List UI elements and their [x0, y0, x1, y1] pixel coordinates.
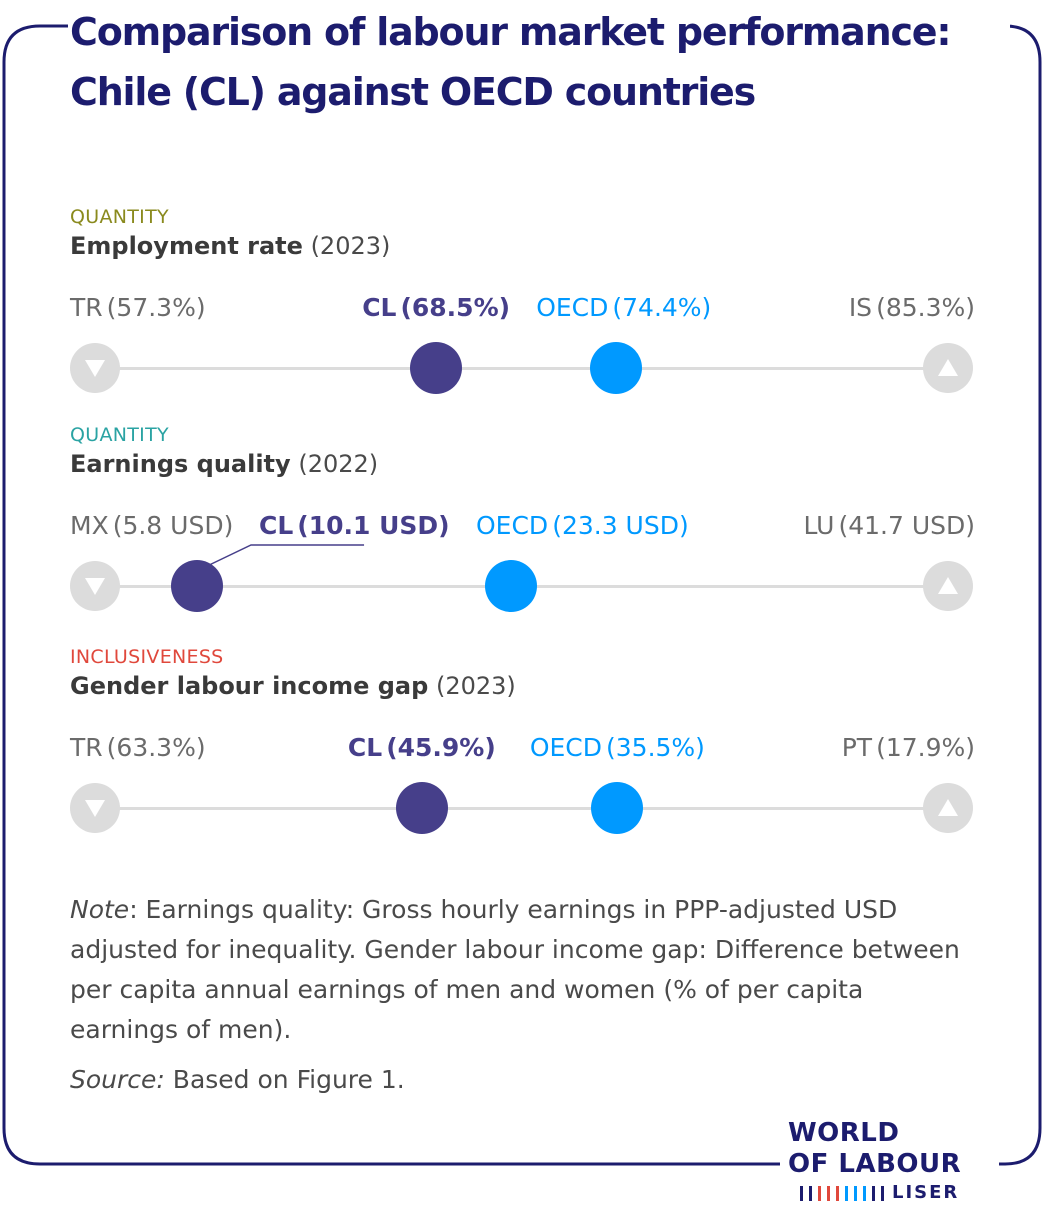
category-label: QUANTITY [70, 206, 169, 228]
chile-label-code: CL [259, 511, 294, 540]
note-text: Note: Earnings quality: Gross hourly ear… [70, 890, 970, 1050]
triangle-down-icon [85, 578, 105, 595]
logo-stripe [800, 1185, 803, 1201]
title-line-2: Chile (CL) against OECD countries [70, 62, 770, 122]
oecd-label-value: (74.4%) [612, 293, 712, 322]
title-line-1: Comparison of labour market performance: [70, 2, 965, 62]
oecd-label: OECD (23.3 USD) [476, 511, 689, 541]
range-track [95, 367, 948, 370]
indicator-name: Gender labour income gap [70, 672, 429, 700]
logo-stripe [863, 1185, 866, 1201]
max-endpoint-marker [923, 561, 973, 611]
page-title: Comparison of labour market performance:… [70, 2, 1010, 122]
oecd-label: OECD (35.5%) [530, 733, 705, 763]
min-country-label-value: (5.8 USD) [112, 511, 234, 540]
indicator-title: Earnings quality (2022) [70, 447, 975, 481]
chile-label: CL (68.5%) [362, 293, 510, 323]
category-label: QUANTITY [70, 424, 169, 446]
indicator-section: QUANTITY Earnings quality (2022) [70, 423, 975, 481]
min-country-label-code: MX [70, 511, 109, 540]
logo-stripes [800, 1185, 884, 1201]
oecd-dot [589, 342, 642, 394]
min-endpoint-marker [70, 561, 120, 611]
logo-line-2: OF LABOUR [788, 1149, 962, 1179]
oecd-dot [484, 560, 537, 612]
chile-dot [395, 782, 448, 834]
max-country-label: PT (17.9%) [842, 733, 975, 763]
indicator-title: Employment rate (2023) [70, 229, 975, 263]
world-of-labour-logo: WORLD OF LABOUR LISER [782, 1118, 999, 1204]
chile-label-value: (68.5%) [400, 293, 511, 322]
oecd-dot [591, 782, 644, 834]
logo-stripe [827, 1185, 830, 1201]
min-country-label: TR (63.3%) [70, 733, 206, 763]
triangle-down-icon [85, 360, 105, 377]
oecd-label-code: OECD [476, 511, 549, 540]
chile-dot [171, 560, 224, 612]
max-country-label-code: LU [803, 511, 835, 540]
oecd-label-code: OECD [536, 293, 609, 322]
logo-org: LISER [892, 1182, 960, 1203]
triangle-down-icon [85, 800, 105, 817]
triangle-up-icon [938, 799, 958, 816]
triangle-up-icon [938, 359, 958, 376]
max-country-label-code: IS [848, 293, 873, 322]
chile-label-code: CL [362, 293, 397, 322]
chile-label-value: (10.1 USD) [297, 511, 450, 540]
oecd-label-code: OECD [529, 733, 602, 762]
oecd-label: OECD (74.4%) [536, 293, 711, 323]
note-body: : Earnings quality: Gross hourly earning… [70, 895, 960, 1044]
note-label: Note [70, 895, 130, 924]
oecd-label-value: (23.3 USD) [552, 511, 689, 540]
chile-label-code: CL [347, 733, 383, 762]
max-country-label-value: (17.9%) [876, 733, 975, 762]
min-country-label-value: (57.3%) [106, 293, 206, 322]
min-country-label-value: (63.3%) [106, 733, 206, 762]
triangle-up-icon [938, 577, 958, 594]
max-country-label-value: (41.7 USD) [838, 511, 975, 540]
logo-stripe-row: LISER [788, 1182, 993, 1204]
max-country-label-code: PT [841, 733, 873, 762]
min-endpoint-marker [70, 343, 120, 393]
logo-stripe [854, 1185, 857, 1201]
min-country-label-code: TR [70, 733, 103, 762]
source-label: Source: [70, 1065, 165, 1094]
logo-stripe [818, 1185, 821, 1201]
max-endpoint-marker [923, 783, 973, 833]
source-text: Source: Based on Figure 1. [70, 1060, 970, 1100]
chile-label: CL (10.1 USD) [259, 511, 450, 541]
logo-stripe [836, 1185, 839, 1201]
indicator-section: INCLUSIVENESS Gender labour income gap (2… [70, 645, 975, 703]
logo-stripe [881, 1185, 884, 1201]
note-block: Note: Earnings quality: Gross hourly ear… [70, 890, 970, 1100]
indicator-year: (2022) [298, 450, 379, 478]
indicator-name: Earnings quality [70, 450, 291, 478]
category-label: INCLUSIVENESS [70, 646, 224, 668]
logo-stripe [872, 1185, 875, 1201]
indicator-year: (2023) [310, 232, 391, 260]
min-endpoint-marker [70, 783, 120, 833]
range-track [95, 807, 948, 810]
min-country-label-code: TR [70, 293, 103, 322]
max-country-label: IS (85.3%) [849, 293, 975, 323]
max-country-label: LU (41.7 USD) [803, 511, 975, 541]
logo-stripe [845, 1185, 848, 1201]
max-country-label-value: (85.3%) [876, 293, 975, 322]
indicator-title: Gender labour income gap (2023) [70, 669, 975, 703]
indicator-name: Employment rate [70, 232, 303, 260]
chile-label-value: (45.9%) [386, 733, 496, 762]
logo-stripe [809, 1185, 812, 1201]
oecd-label-value: (35.5%) [606, 733, 705, 762]
chile-label: CL (45.9%) [348, 733, 496, 763]
chile-dot [410, 342, 463, 394]
source-body: Based on Figure 1. [164, 1065, 405, 1094]
indicator-year: (2023) [435, 672, 516, 700]
min-country-label: TR (57.3%) [70, 293, 206, 323]
max-endpoint-marker [923, 343, 973, 393]
min-country-label: MX (5.8 USD) [70, 511, 233, 541]
logo-line-1: WORLD [788, 1118, 900, 1148]
indicator-section: QUANTITY Employment rate (2023) [70, 205, 975, 263]
